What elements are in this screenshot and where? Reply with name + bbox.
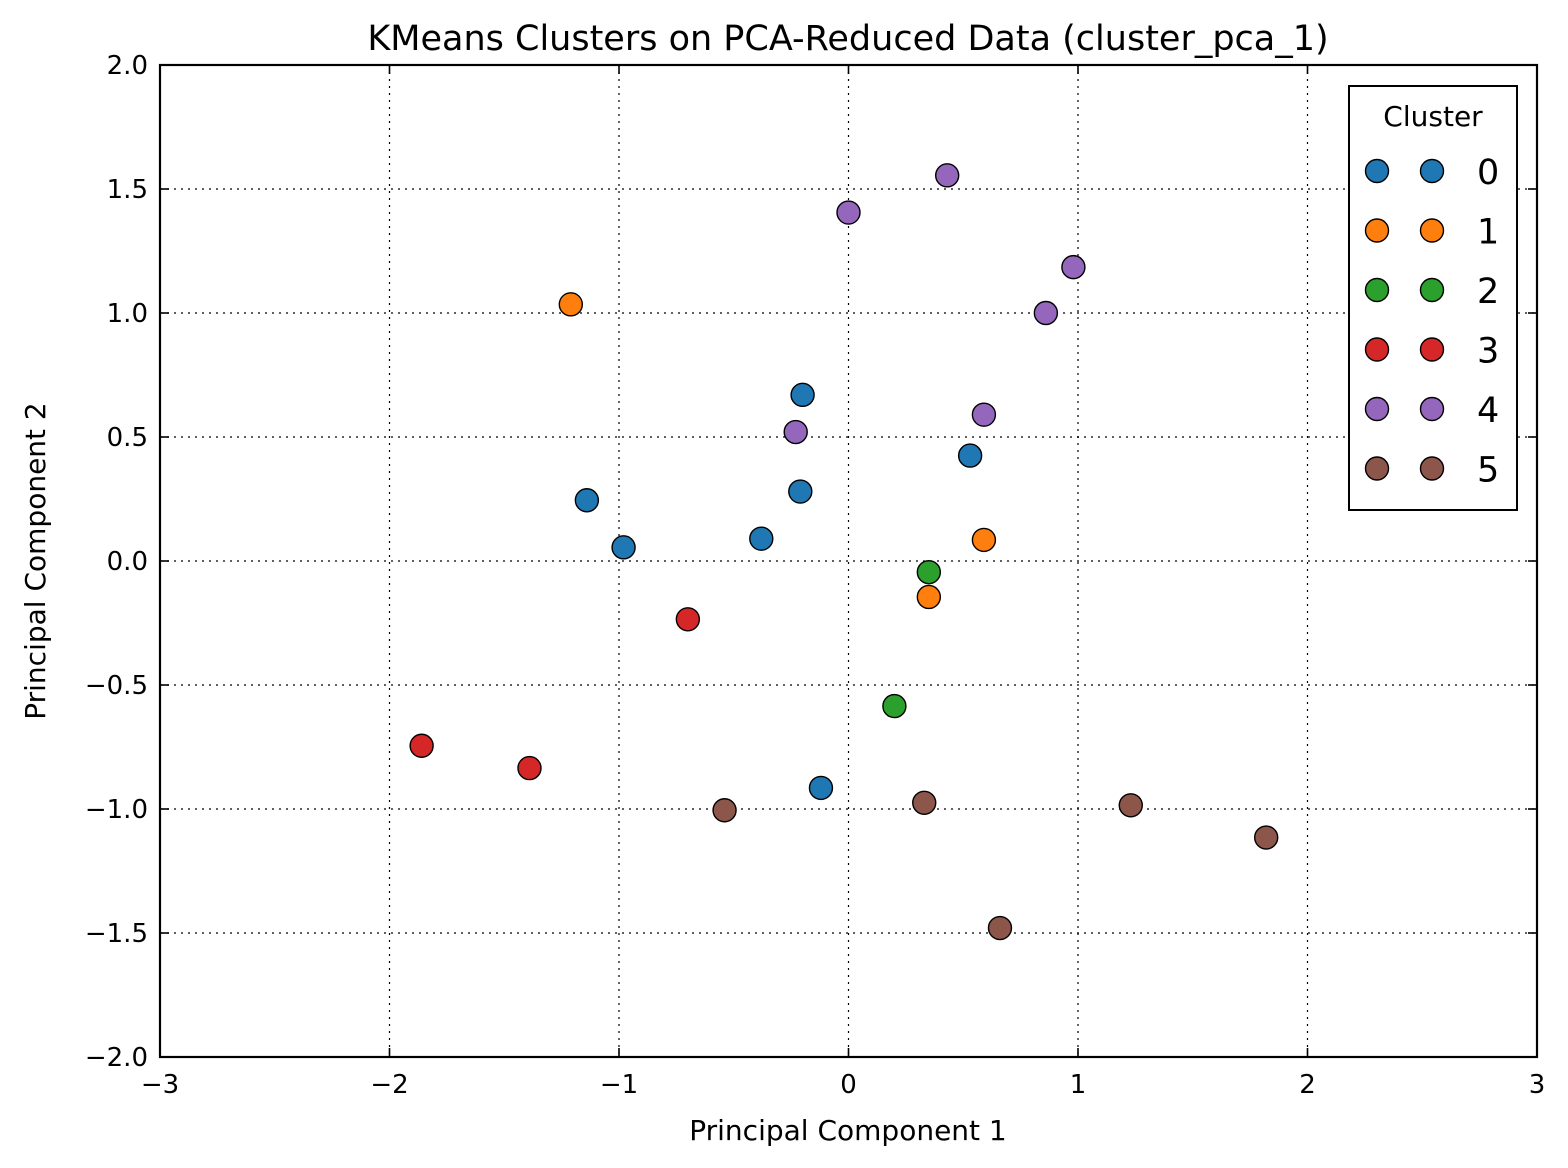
data-point-cluster-4 <box>934 163 960 188</box>
y-tick-label: 1.5 <box>107 175 148 205</box>
data-point-cluster-4 <box>971 402 997 427</box>
legend-label: 1 <box>1477 213 1499 253</box>
y-axis-title: Principal Component 2 <box>19 402 52 720</box>
data-point-cluster-5 <box>912 790 937 815</box>
x-tick-label: −2 <box>370 1070 408 1100</box>
legend-marker <box>1364 456 1390 481</box>
legend-label: 0 <box>1477 153 1499 193</box>
legend-entry-2: 2 <box>1364 272 1499 312</box>
y-tick-label: 0.0 <box>107 547 148 577</box>
legend-marker <box>1364 277 1390 303</box>
ticks-layer <box>159 64 1538 1058</box>
y-tick-label: −1.0 <box>85 795 148 825</box>
chart-title: KMeans Clusters on PCA-Reduced Data (clu… <box>367 19 1328 59</box>
legend-entry-0: 0 <box>1364 153 1499 193</box>
legend-marker <box>1419 337 1445 362</box>
tick-labels-layer: −3 −2 −1 0 1 2 3 −2.0 −1.5 −1.0 −0.5 0.0 0.5 1.0 1.5 2.… <box>85 51 1545 1100</box>
grid-layer <box>160 65 1537 1057</box>
legend-title: Cluster <box>1383 100 1483 133</box>
data-point-cluster-4 <box>1033 300 1059 326</box>
legend-label: 4 <box>1477 391 1499 431</box>
data-point-cluster-1 <box>558 292 584 317</box>
data-point-cluster-4 <box>836 200 861 225</box>
data-point-cluster-0 <box>574 488 600 513</box>
y-tick-label: 1.0 <box>107 299 148 329</box>
y-tick-label: −2.0 <box>85 1043 148 1073</box>
data-point-cluster-5 <box>1118 793 1143 818</box>
data-point-cluster-0 <box>611 535 636 560</box>
y-tick-label: 0.5 <box>107 423 148 453</box>
data-point-cluster-0 <box>957 443 983 468</box>
data-point-cluster-0 <box>790 382 815 408</box>
y-tick-label: −1.5 <box>85 919 148 949</box>
data-point-cluster-1 <box>916 584 942 610</box>
data-point-cluster-4 <box>1061 254 1086 280</box>
data-point-cluster-0 <box>808 775 834 801</box>
x-tick-label: 3 <box>1529 1070 1546 1100</box>
data-point-cluster-1 <box>971 527 997 553</box>
data-point-cluster-5 <box>987 915 1013 941</box>
x-tick-label: −1 <box>600 1070 638 1100</box>
legend-marker <box>1419 277 1445 303</box>
legend-entry-5: 5 <box>1364 451 1499 491</box>
legend-label: 3 <box>1477 332 1499 372</box>
data-point-cluster-3 <box>675 607 701 632</box>
data-point-cluster-0 <box>749 526 774 551</box>
y-tick-label: 2.0 <box>107 51 148 81</box>
legend: Cluster 0 1 2 3 4 5 <box>1348 85 1518 511</box>
data-point-cluster-3 <box>517 755 542 781</box>
legend-marker <box>1364 158 1390 184</box>
x-tick-label: 0 <box>840 1070 857 1100</box>
legend-marker <box>1419 218 1445 243</box>
data-point-cluster-2 <box>882 693 907 719</box>
x-tick-label: 1 <box>1070 1070 1087 1100</box>
data-point-cluster-3 <box>409 733 434 758</box>
points-layer <box>409 163 1279 941</box>
data-point-cluster-4 <box>783 419 808 445</box>
x-tick-label: −3 <box>141 1070 179 1100</box>
legend-entries: 0 1 2 3 4 5 <box>1364 153 1499 491</box>
data-point-cluster-5 <box>712 798 737 823</box>
legend-marker <box>1419 396 1445 422</box>
legend-marker <box>1364 218 1390 243</box>
data-point-cluster-2 <box>916 559 942 585</box>
legend-entry-4: 4 <box>1364 391 1499 431</box>
legend-marker <box>1364 337 1390 362</box>
legend-label: 5 <box>1477 451 1499 491</box>
data-point-cluster-0 <box>788 479 813 504</box>
x-axis-title: Principal Component 1 <box>689 1114 1007 1147</box>
legend-marker <box>1419 456 1445 481</box>
data-point-cluster-5 <box>1253 825 1279 850</box>
legend-marker <box>1364 396 1390 422</box>
legend-entry-3: 3 <box>1364 332 1499 372</box>
y-tick-label: −0.5 <box>85 671 148 701</box>
legend-entry-1: 1 <box>1364 213 1499 253</box>
legend-label: 2 <box>1477 272 1499 312</box>
legend-marker <box>1419 158 1445 184</box>
x-tick-label: 2 <box>1299 1070 1316 1100</box>
